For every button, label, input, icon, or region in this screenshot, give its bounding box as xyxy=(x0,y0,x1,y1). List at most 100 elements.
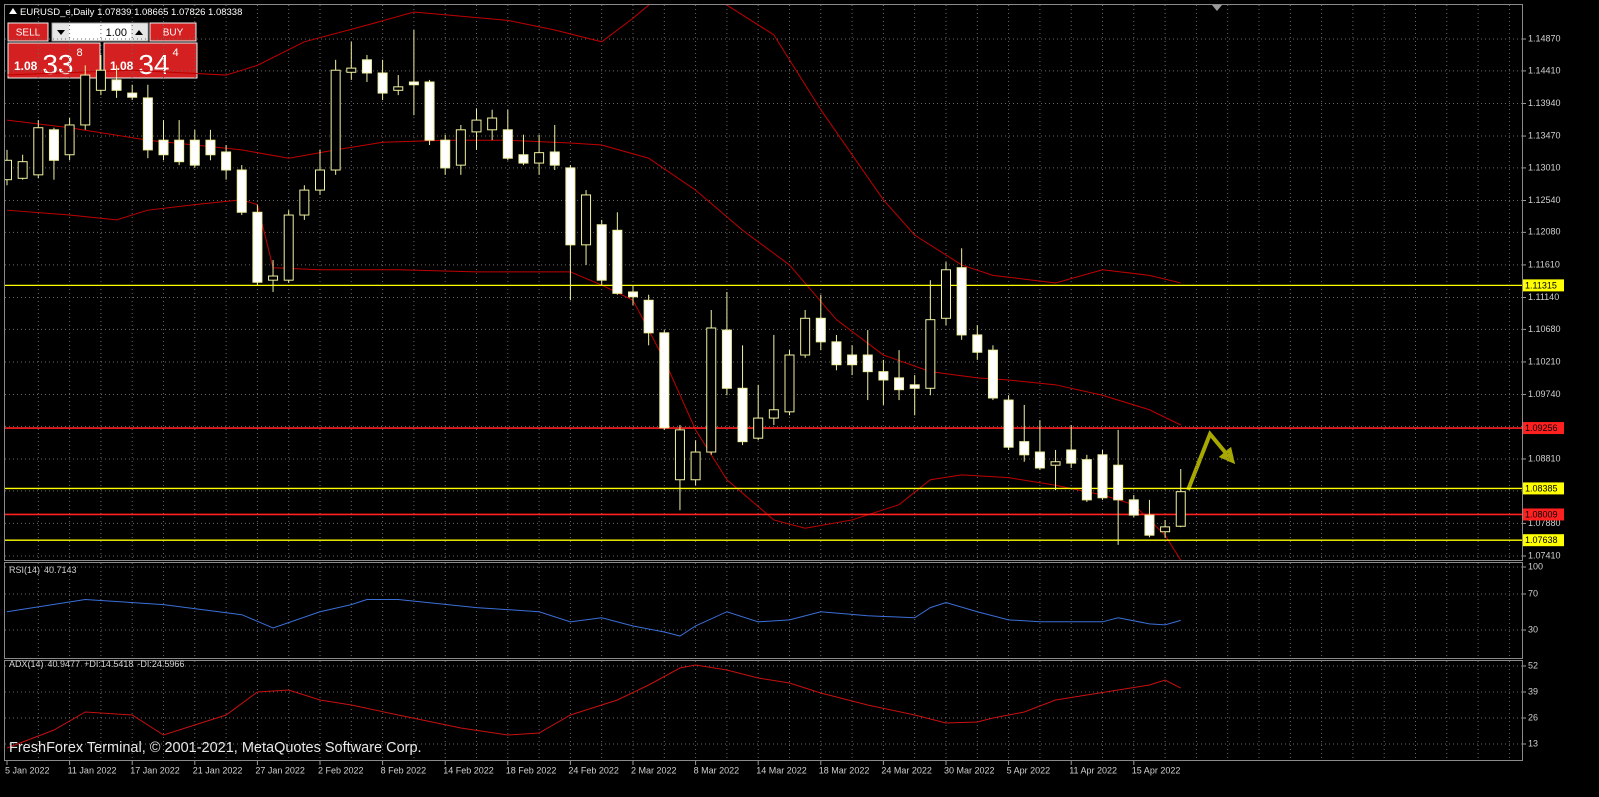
chart-header: EURUSD_e,Daily 1.07839 1.08665 1.07826 1… xyxy=(20,7,242,18)
y-tick-label: 26 xyxy=(1528,712,1538,722)
candle-body xyxy=(784,354,795,413)
candle-body xyxy=(612,229,623,294)
bid-pips: 33 xyxy=(42,49,73,80)
candle-body xyxy=(205,139,216,156)
candle-body xyxy=(1144,514,1155,536)
candle-body xyxy=(925,319,936,389)
candle-body xyxy=(1003,399,1014,448)
candle-body xyxy=(909,384,920,389)
bollinger-band xyxy=(6,5,1181,284)
y-tick-label: 1.11140 xyxy=(1528,292,1559,302)
bid-price: 1.08 33 8 xyxy=(14,47,83,80)
adx-panel-frame xyxy=(4,660,1523,761)
candle-body xyxy=(377,72,388,94)
level-label-box xyxy=(1523,508,1564,521)
close: 1.08338 xyxy=(208,7,242,18)
candle-body xyxy=(800,317,811,356)
symbol: EURUSD_e,Daily xyxy=(20,7,95,18)
candle-body xyxy=(315,169,325,191)
high: 1.08665 xyxy=(134,7,168,18)
x-tick-label: 24 Feb 2022 xyxy=(568,765,619,775)
candle-body xyxy=(565,167,576,246)
ask-pips: 34 xyxy=(138,49,169,80)
candle-body xyxy=(17,161,28,179)
candle-body xyxy=(5,159,12,181)
panel-plot xyxy=(5,661,1522,760)
candle-body xyxy=(518,154,529,164)
low: 1.07826 xyxy=(171,7,205,18)
candle-body xyxy=(815,317,826,343)
candle-body xyxy=(236,169,247,213)
candle-body xyxy=(674,429,685,481)
lot-value: 1.00 xyxy=(106,27,127,39)
sell-button[interactable] xyxy=(7,22,49,42)
trade-panel: SELL 1.00 BUY 1.08 33 8 1.08 34 4 xyxy=(7,22,198,80)
candle-body xyxy=(424,81,435,141)
x-tick-label: 2 Mar 2022 xyxy=(631,765,677,775)
y-tick-label: 1.07410 xyxy=(1528,550,1561,560)
candle-body xyxy=(80,74,91,126)
candle-body xyxy=(596,224,607,281)
candle-body xyxy=(455,129,466,166)
candle-body xyxy=(221,151,232,171)
y-tick-label: 1.08810 xyxy=(1528,453,1561,463)
ask-price: 1.08 34 4 xyxy=(110,47,179,80)
buy-button[interactable] xyxy=(149,22,197,42)
y-tick-label: 1.13940 xyxy=(1528,98,1561,108)
forecast-arrow xyxy=(1186,430,1236,491)
x-tick-label: 27 Jan 2022 xyxy=(255,765,305,775)
candle-body xyxy=(95,69,106,91)
level-label-box xyxy=(1523,422,1564,435)
candle-body xyxy=(737,387,748,443)
buy-label: BUY xyxy=(163,28,184,39)
candle-body xyxy=(581,194,592,246)
candle-body xyxy=(1019,441,1030,456)
candle-body xyxy=(659,332,670,429)
y-tick-label: 1.12080 xyxy=(1528,227,1561,237)
candle-body xyxy=(502,129,513,159)
y-tick-label: 70 xyxy=(1528,588,1538,598)
level-label-box xyxy=(1523,279,1564,292)
candle-body xyxy=(956,267,967,336)
candle-body xyxy=(361,59,372,74)
panel-plot xyxy=(5,5,1522,560)
candle-body xyxy=(330,69,341,171)
sell-label: SELL xyxy=(16,28,41,39)
indicator-name: RSI(14) xyxy=(9,565,40,575)
x-tick-label: 11 Jan 2022 xyxy=(68,765,117,775)
indicator-title: ADX(14) 40.9477 +DI:14.5418 -DI:24.5966 xyxy=(9,659,184,669)
candle-body xyxy=(690,451,701,481)
up-arrow xyxy=(135,30,143,35)
candle-body xyxy=(252,211,263,283)
bollinger-band xyxy=(6,119,1181,426)
level-label: 1.11315 xyxy=(1525,280,1557,290)
indicator-name: ADX(14) xyxy=(9,659,44,669)
candle-body xyxy=(721,329,732,389)
lot-input[interactable] xyxy=(51,22,149,42)
candle-body xyxy=(127,92,138,98)
candle-body xyxy=(299,189,310,216)
x-tick-label: 17 Jan 2022 xyxy=(130,765,180,775)
candle-body xyxy=(440,139,451,169)
di-minus-label: -DI: xyxy=(137,659,152,669)
candle-body xyxy=(628,291,638,298)
level-label: 1.08385 xyxy=(1525,483,1558,493)
candle-body xyxy=(33,127,44,176)
candle-body xyxy=(549,151,560,166)
y-tick-label: 1.10210 xyxy=(1528,356,1561,366)
ask-box[interactable] xyxy=(103,42,198,79)
open: 1.07839 xyxy=(97,7,131,18)
candle-body xyxy=(1160,526,1171,533)
shift-marker[interactable] xyxy=(1212,5,1222,11)
candle-body xyxy=(487,117,498,131)
candle-body xyxy=(878,371,889,381)
y-tick-label: 1.09740 xyxy=(1528,389,1561,399)
panel-plot xyxy=(5,563,1522,658)
x-tick-label: 18 Feb 2022 xyxy=(506,765,557,775)
level-label: 1.09256 xyxy=(1525,423,1558,433)
candle-body xyxy=(174,139,185,163)
y-tick-label: 1.11610 xyxy=(1528,259,1560,269)
candle-body xyxy=(1050,461,1061,466)
candle-body xyxy=(1113,464,1124,501)
candle-body xyxy=(471,119,482,133)
